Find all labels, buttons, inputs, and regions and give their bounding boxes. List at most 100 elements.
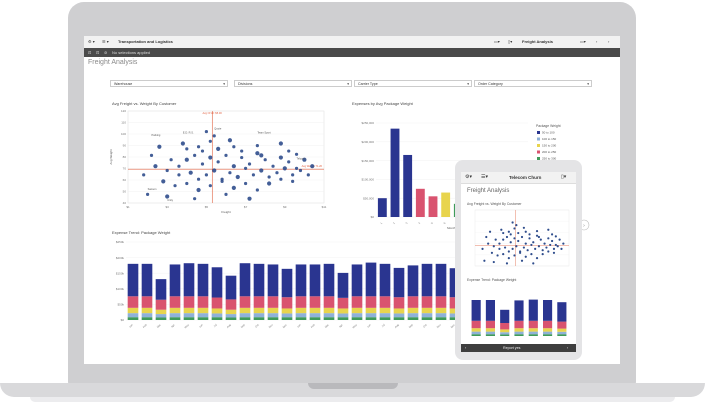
filter-order-category[interactable]: Order Category ▾ bbox=[474, 80, 592, 87]
back-selection-icon[interactable]: ⊡ bbox=[88, 50, 92, 55]
point-label: Quote bbox=[214, 126, 222, 130]
menu-icon[interactable]: ☰ ▾ bbox=[102, 39, 109, 44]
trend-bar-segment bbox=[323, 263, 335, 297]
menu-icon[interactable]: ☰▾ bbox=[481, 174, 488, 180]
y-tick-label: $200k bbox=[116, 256, 125, 260]
trend-bar-segment bbox=[543, 320, 553, 329]
trend-bar-segment bbox=[309, 296, 321, 308]
x-tick-label: May bbox=[183, 322, 190, 329]
trend-bar-segment bbox=[127, 307, 139, 314]
trend-bar-segment bbox=[500, 323, 510, 330]
trend-bar-segment bbox=[155, 279, 167, 300]
scatter-chart[interactable]: 120 110 100 90 80 70 60 50 40$1 $3 $5 $7 $9 $11 Freigh… bbox=[106, 107, 332, 219]
laptop-base bbox=[0, 383, 705, 397]
scatter-title: Avg Freight vs. Weight By Customer bbox=[112, 101, 177, 106]
scatter-point bbox=[287, 149, 291, 153]
trend-bar-segment bbox=[407, 307, 419, 314]
trend-bar-segment bbox=[323, 313, 335, 318]
forward-selection-icon[interactable]: ⊡ bbox=[96, 50, 100, 55]
clear-selection-icon[interactable]: ⊘ bbox=[104, 50, 108, 55]
trend-bar-segment bbox=[155, 299, 167, 310]
filter-label: Carrier Type bbox=[358, 82, 378, 86]
legend-label: 200 to 250 bbox=[542, 150, 557, 154]
navigation-icon[interactable]: ⚙▾ bbox=[465, 174, 472, 180]
y-tick-label: $100k bbox=[116, 287, 125, 291]
scatter-point bbox=[528, 233, 531, 236]
scatter-point bbox=[177, 164, 181, 168]
trend-bar-segment bbox=[365, 313, 377, 318]
trend-bar-segment bbox=[127, 317, 139, 320]
filter-warehouse[interactable]: Warehouse ▾ bbox=[110, 80, 228, 87]
story-icon[interactable]: ▭▾ bbox=[580, 39, 586, 44]
trend-bar-segment bbox=[239, 307, 251, 314]
scatter-point bbox=[220, 179, 224, 183]
trend-bar-segment bbox=[528, 334, 538, 336]
trend-bar-segment bbox=[407, 296, 419, 308]
next-sheet-icon[interactable]: › bbox=[608, 39, 610, 44]
scatter-point bbox=[541, 249, 544, 252]
sheet-selector[interactable]: Freight Analysis bbox=[522, 39, 553, 44]
trend-bar-segment bbox=[281, 308, 293, 314]
trend-bar-segment bbox=[393, 308, 405, 314]
x-tick-label: Aug bbox=[226, 322, 232, 328]
scatter-point bbox=[263, 158, 267, 162]
trend-bar-segment bbox=[253, 307, 265, 314]
scatter-point bbox=[193, 153, 197, 157]
x-tick-label: Jul bbox=[213, 323, 218, 328]
scatter-point bbox=[526, 249, 529, 252]
trend-bar-segment bbox=[435, 296, 447, 308]
scatter-point bbox=[142, 173, 146, 177]
trend-bar-segment bbox=[169, 264, 181, 297]
y-tick-label: $100,000 bbox=[361, 178, 374, 182]
trend-bar-segment bbox=[323, 307, 335, 314]
y-tick-label: 40 bbox=[123, 201, 127, 205]
chevron-left-icon[interactable]: ‹ bbox=[465, 346, 467, 350]
trend-bar-segment bbox=[379, 296, 391, 308]
chevron-down-icon: ▾ bbox=[587, 82, 589, 86]
selections-bar: ⊡ ⊡ ⊘ No selections applied bbox=[84, 48, 620, 57]
y-tick-label: 90 bbox=[123, 144, 127, 148]
trend-bar-segment bbox=[281, 297, 293, 309]
legend-swatch bbox=[537, 144, 540, 147]
scatter-point bbox=[520, 259, 524, 262]
scatter-point bbox=[224, 153, 228, 157]
point-label: E.D. R.S. bbox=[183, 131, 194, 135]
trend-bar-segment bbox=[514, 331, 524, 335]
trend-bar-segment bbox=[393, 317, 405, 320]
trend-bar-segment bbox=[197, 313, 209, 318]
scatter-point bbox=[562, 242, 565, 245]
trend-bar-segment bbox=[407, 265, 419, 297]
y-tick-label: 100 bbox=[121, 132, 126, 136]
scatter-point bbox=[294, 152, 299, 156]
scatter-point bbox=[161, 179, 166, 184]
y-tick-label: 110 bbox=[121, 121, 126, 125]
filter-carrier-type[interactable]: Carrier Type ▾ bbox=[354, 80, 472, 87]
phone-scatter-chart[interactable] bbox=[465, 208, 573, 272]
scatter-point bbox=[541, 253, 544, 256]
phone-bottom-label: Report yes bbox=[503, 346, 521, 350]
phone-sheet-title: Freight Analysis bbox=[467, 188, 510, 194]
trend-bar-segment bbox=[211, 267, 223, 298]
app-title: Transportation and Logistics bbox=[118, 39, 173, 44]
scatter-point bbox=[515, 245, 518, 248]
phone-trend-chart[interactable] bbox=[465, 284, 573, 340]
trend-bar-segment bbox=[379, 307, 391, 314]
expense-bar bbox=[403, 154, 413, 217]
trend-bar-segment bbox=[421, 317, 433, 320]
sheets-icon[interactable]: ▯▾ bbox=[561, 174, 567, 180]
bookmark-icon[interactable]: ▭▾ bbox=[494, 39, 500, 44]
filter-divisions[interactable]: Divisions ▾ bbox=[234, 80, 352, 87]
trend-bar-segment bbox=[500, 332, 510, 335]
point-label: Telcom bbox=[297, 157, 305, 161]
chevron-right-icon[interactable]: › bbox=[567, 346, 569, 350]
previous-sheet-icon[interactable]: ‹ bbox=[596, 39, 598, 44]
legend-swatch bbox=[537, 157, 540, 160]
navigation-icon[interactable]: ⚙ ▾ bbox=[88, 39, 95, 44]
scatter-point bbox=[153, 164, 158, 169]
scatter-point bbox=[535, 229, 539, 233]
sheets-icon[interactable]: ▯▾ bbox=[508, 39, 513, 44]
selections-label: No selections applied bbox=[112, 50, 151, 55]
scatter-point bbox=[558, 238, 561, 241]
scatter-point bbox=[552, 247, 556, 250]
